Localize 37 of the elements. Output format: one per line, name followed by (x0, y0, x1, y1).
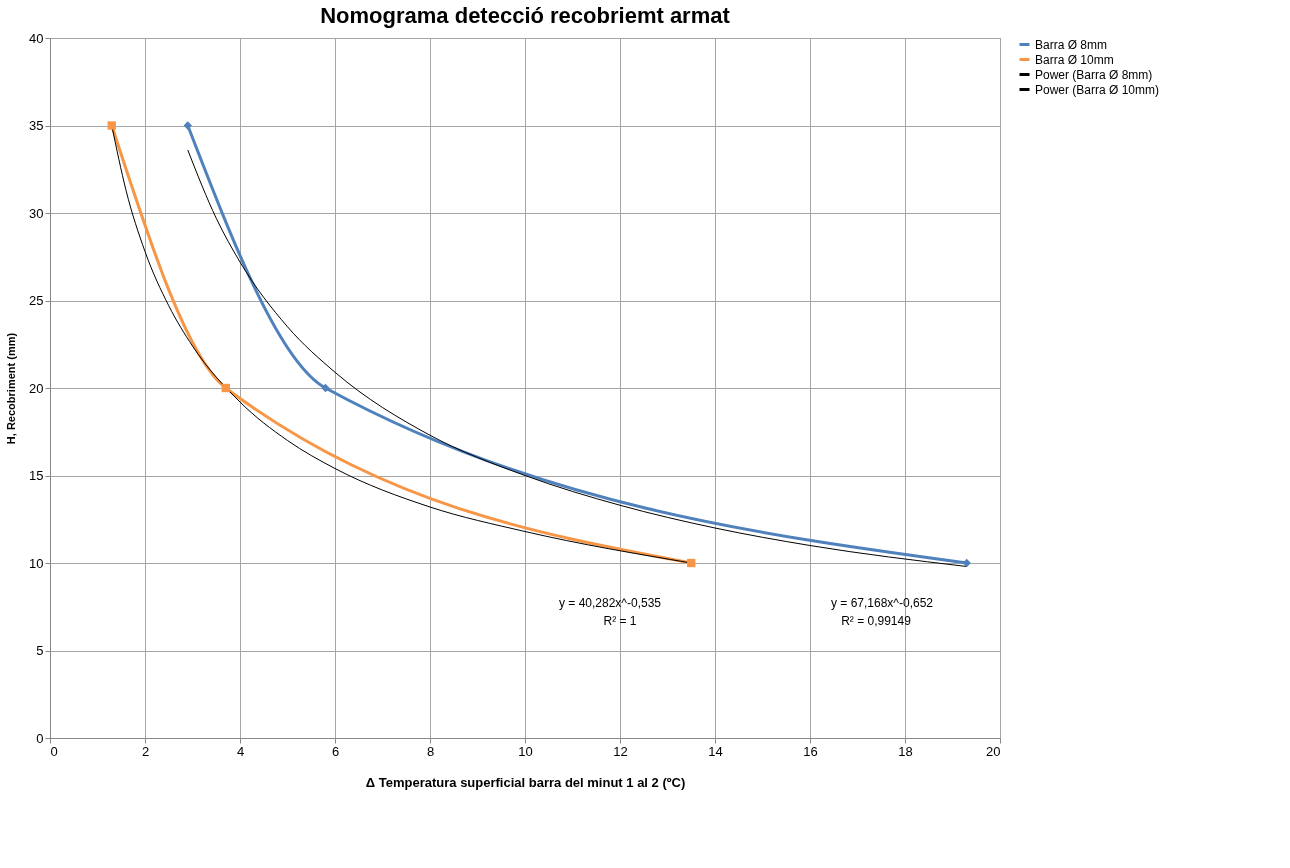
y-tick-label: 0 (36, 730, 44, 746)
y-tick-label: 35 (29, 118, 44, 133)
chart-title: Nomograma detecció recobriemt armat (320, 3, 731, 28)
x-tick-label: 10 (518, 743, 533, 759)
x-tick-label: 6 (331, 743, 340, 759)
x-tick-label: 18 (898, 743, 913, 759)
x-tick-label: 0 (50, 743, 58, 759)
y-axis-title: H, Recobriment (mm) (5, 332, 18, 445)
annotation: y = 40,282x^-0,535 (558, 596, 662, 610)
x-axis-title: Δ Temperatura superficial barra del minut 1 al 2 (ºC) (365, 774, 686, 790)
y-tick-label: 30 (29, 205, 44, 221)
annotation: y = 67,168x^-0,652 (830, 596, 934, 610)
x-tick-label: 4 (236, 743, 245, 759)
legend-label: Barra Ø 8mm (1035, 37, 1108, 52)
point (107, 121, 116, 130)
legend-label: Barra Ø 10mm (1035, 52, 1114, 67)
x-tick-label: 16 (803, 743, 818, 759)
y-tick-label: 10 (29, 555, 44, 571)
y-tick-label: 15 (29, 468, 44, 483)
point (321, 383, 330, 393)
legend-label: Power (Barra Ø 10mm) (1035, 82, 1160, 97)
point (687, 558, 696, 568)
x-tick-label: 12 (613, 743, 628, 759)
y-tick-label: 20 (29, 380, 44, 396)
annotation: R² = 0,99149 (841, 614, 912, 628)
y-tick-label: 25 (29, 293, 44, 308)
x-tick-label: 20 (986, 743, 1001, 759)
y-tick-label: 5 (36, 643, 44, 658)
point (183, 121, 192, 130)
x-tick-label: 2 (141, 743, 150, 759)
point (221, 383, 230, 393)
point (962, 558, 971, 568)
annotation: R² = 1 (603, 614, 637, 628)
legend-label: Power (Barra Ø 8mm) (1035, 67, 1153, 82)
y-tick-label: 40 (29, 30, 44, 46)
x-tick-label: 8 (426, 743, 435, 759)
x-tick-label: 14 (708, 743, 723, 759)
